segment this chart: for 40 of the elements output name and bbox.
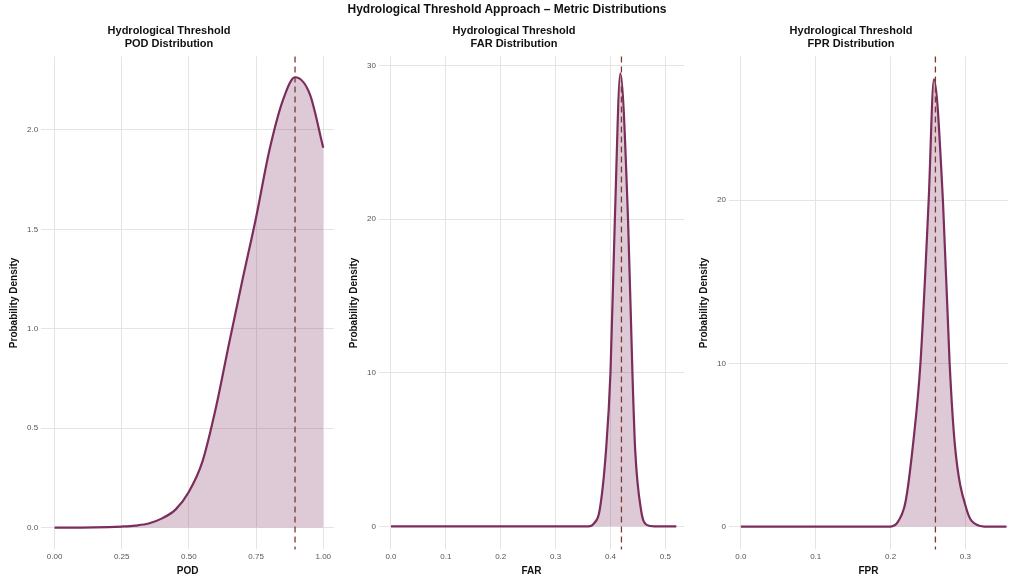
chart-title: Hydrological Threshold [789, 23, 913, 36]
y-tick-label: 10 [716, 358, 727, 368]
chart-title: Hydrological Threshold [107, 23, 231, 36]
x-tick-label: 0.75 [248, 552, 265, 562]
x-tick-label: 0.4 [604, 552, 617, 562]
x-tick-label: 0.1 [440, 552, 452, 562]
text: Hydrological Threshold Approach – Metric Distributions [346, 2, 668, 16]
y-axis-title: Probability Density [697, 257, 709, 349]
y-tick-label: 10 [366, 367, 377, 377]
y-tick-label: 1.0 [27, 323, 39, 333]
y-axis-title: Probability Density [7, 257, 19, 349]
x-tick-label: 0.1 [810, 552, 822, 562]
x-tick-label: 1.00 [315, 552, 332, 562]
x-axis-title: POD [176, 564, 199, 576]
y-tick-label: 0 [371, 521, 377, 531]
chart-title: Hydrological Threshold [452, 23, 576, 36]
x-tick-label: 0.00 [46, 552, 63, 562]
x-tick-label: 0.50 [181, 552, 198, 562]
x-tick-label: 0.2 [495, 552, 507, 562]
x-axis-title: FAR [521, 564, 543, 576]
y-tick-label: 0.0 [27, 522, 39, 532]
chart-subtitle: FAR Distribution [470, 36, 558, 49]
chart-subtitle: POD Distribution [124, 36, 214, 49]
x-tick-label: 0.5 [659, 552, 672, 562]
y-tick-label: 30 [366, 60, 377, 70]
y-tick-label: 20 [366, 214, 377, 224]
y-tick-label: 1.5 [27, 224, 39, 234]
y-tick-label: 2.0 [27, 125, 39, 135]
x-tick-label: 0.0 [385, 552, 398, 562]
y-tick-label: 0.5 [27, 423, 39, 433]
x-axis-title: FPR [858, 564, 880, 576]
x-tick-label: 0.25 [113, 552, 131, 562]
chart-subtitle: FPR Distribution [807, 36, 895, 49]
x-tick-label: 0.0 [735, 552, 747, 562]
x-tick-label: 0.2 [884, 552, 897, 562]
y-axis-title: Probability Density [347, 257, 359, 349]
x-tick-label: 0.3 [959, 552, 972, 562]
y-tick-label: 0 [721, 521, 727, 531]
y-tick-label: 20 [716, 195, 727, 205]
x-tick-label: 0.3 [550, 552, 562, 562]
